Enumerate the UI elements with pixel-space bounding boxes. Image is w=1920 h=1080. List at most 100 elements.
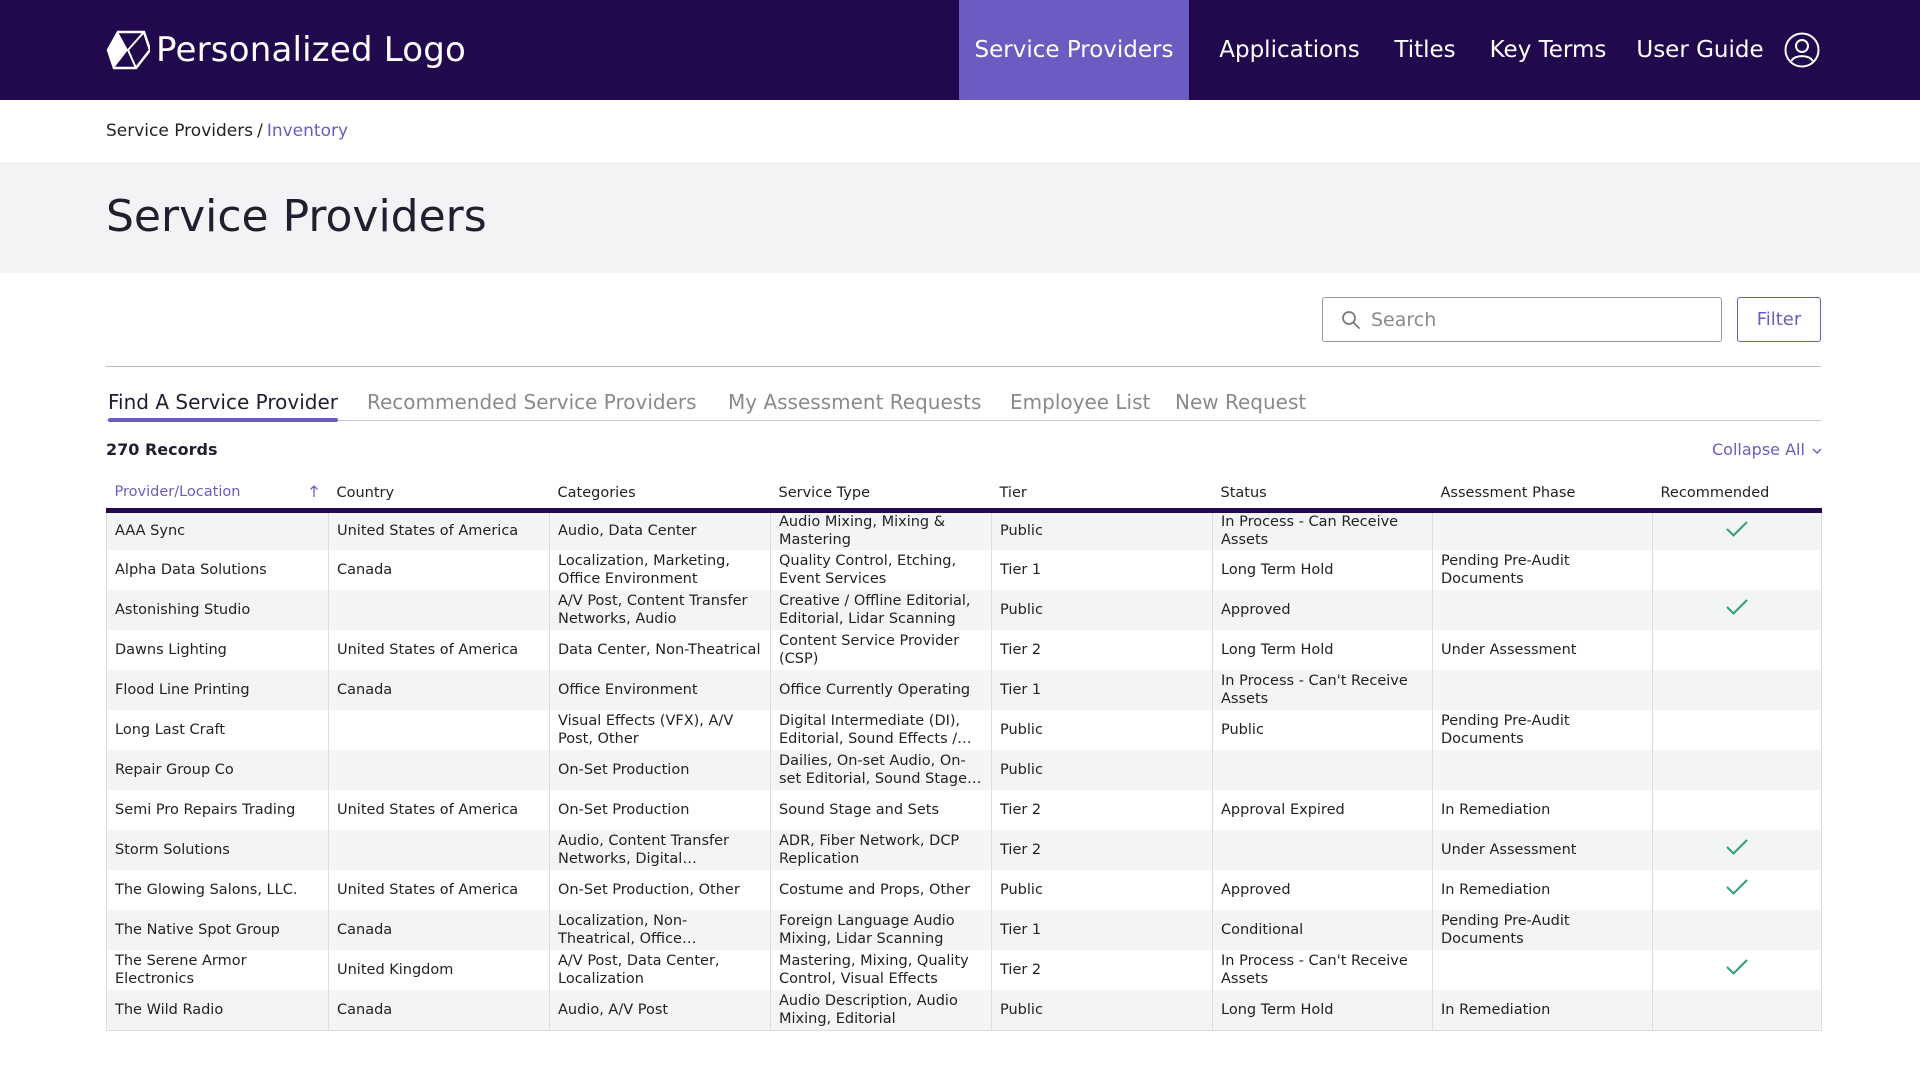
tab-employee-list[interactable]: Employee List (1010, 390, 1151, 414)
status-text: In Process - Can Receive Assets (1221, 514, 1399, 549)
tab-recommended-service-providers[interactable]: Recommended Service Providers (367, 390, 697, 414)
tier-text: Tier 1 (1000, 561, 1042, 578)
service-type-cell: Foreign Language Audio Mixing, Lidar Sca… (770, 910, 992, 950)
provider-cell: Storm Solutions (106, 830, 329, 870)
provider-cell: AAA Sync (106, 510, 329, 550)
user-circle-icon[interactable] (1784, 32, 1820, 68)
tier-text: Public (1000, 881, 1043, 898)
filter-button[interactable]: Filter (1737, 297, 1821, 342)
column-header-service-type[interactable]: Service Type (770, 479, 992, 513)
column-header-provider-label: Provider/Location (114, 484, 241, 501)
table-row[interactable]: Repair Group Co On-Set Production Dailies,… (106, 750, 1822, 790)
table-header-row: Provider/Location Country Categories Ser… (106, 479, 1822, 513)
table-row[interactable]: Semi Pro Repairs Trading United States of… (106, 790, 1822, 830)
nav-service-providers[interactable]: Service Providers (959, 0, 1189, 100)
table-row[interactable]: The Wild Radio Canada Audio, A/V Post Audio… (106, 990, 1822, 1031)
tab-new-request[interactable]: New Request (1175, 390, 1307, 414)
provider-cell: Dawns Lighting (106, 630, 329, 670)
service-type-text: Audio Mixing, Mixing & Mastering (779, 514, 946, 549)
table-row[interactable]: Long Last Craft Visual Effects (VFX), A/V… (106, 710, 1822, 750)
tier-cell: Public (991, 750, 1213, 790)
breadcrumb: Service Providers / Inventory (106, 121, 348, 141)
recommended-cell (1652, 910, 1822, 950)
assessment-phase-text: In Remediation (1441, 801, 1551, 818)
status-cell: In Process - Can Receive Assets (1212, 510, 1433, 550)
assessment-phase-cell (1432, 750, 1653, 790)
table-row[interactable]: The Glowing Salons, LLC. United States of… (106, 870, 1822, 910)
country-cell: Canada (328, 990, 550, 1031)
tier-cell: Tier 2 (991, 790, 1213, 830)
status-cell: Approved (1212, 590, 1433, 630)
collapse-all-button[interactable]: Collapse All (1712, 440, 1822, 459)
sort-ascending-icon[interactable] (309, 484, 319, 502)
service-type-text: Creative / Offline Editorial, Editorial,… (779, 592, 971, 627)
assessment-phase-cell: Under Assessment (1432, 830, 1653, 870)
search-input[interactable] (1371, 308, 1691, 331)
provider-cell: Alpha Data Solutions (106, 550, 329, 590)
checkmark-icon (1726, 879, 1748, 896)
nav-applications[interactable]: Applications (1219, 37, 1360, 63)
tab-bar: Find A Service Provider Recommended Serv… (106, 390, 1821, 422)
country-text: United Kingdom (337, 961, 454, 978)
categories-text: Localization, Non-Theatrical, Office Env… (558, 912, 688, 947)
provider-text: Repair Group Co (115, 761, 234, 778)
nav-user-guide[interactable]: User Guide (1636, 37, 1764, 63)
tier-cell: Public (991, 710, 1213, 750)
categories-text: Audio, Content Transfer Networks, Digita… (558, 832, 730, 867)
breadcrumb-current[interactable]: Inventory (266, 121, 349, 141)
breadcrumb-parent[interactable]: Service Providers (106, 121, 254, 141)
table-row[interactable]: Dawns Lighting United States of America Da… (106, 630, 1822, 670)
provider-text: Storm Solutions (115, 841, 230, 858)
country-cell: Canada (328, 550, 550, 590)
categories-cell: On-Set Production (549, 750, 771, 790)
categories-cell: On-Set Production, Other (549, 870, 771, 910)
provider-cell: Semi Pro Repairs Trading (106, 790, 329, 830)
column-header-tier[interactable]: Tier (991, 479, 1213, 513)
nav-titles[interactable]: Titles (1394, 37, 1456, 63)
provider-cell: Long Last Craft (106, 710, 329, 750)
tier-text: Tier 1 (1000, 681, 1042, 698)
country-cell: United States of America (328, 870, 550, 910)
tab-find-a-service-provider[interactable]: Find A Service Provider (108, 390, 338, 422)
tier-cell: Tier 2 (991, 830, 1213, 870)
page-title: Service Providers (106, 191, 487, 242)
status-cell: In Process - Can't Receive Assets (1212, 950, 1433, 990)
table-row[interactable]: Storm Solutions Audio, Content Transfer N… (106, 830, 1822, 870)
service-type-text: Content Service Provider (CSP) (779, 632, 960, 667)
categories-cell: Office Environment (549, 670, 771, 710)
column-header-categories[interactable]: Categories (549, 479, 771, 513)
categories-text: Visual Effects (VFX), A/V Post, Other (558, 712, 734, 747)
logo[interactable]: Personalized Logo (106, 28, 466, 72)
table-row[interactable]: AAA Sync United States of America Audio, D… (106, 510, 1822, 550)
providers-table: Provider/Location Country Categories Ser… (106, 479, 1822, 1031)
table-row[interactable]: Alpha Data Solutions Canada Localization, … (106, 550, 1822, 590)
column-header-recommended[interactable]: Recommended (1652, 479, 1822, 513)
country-text: United States of America (337, 881, 519, 898)
assessment-phase-text: Pending Pre-Audit Documents (1441, 712, 1570, 747)
tab-my-assessment-requests[interactable]: My Assessment Requests (728, 390, 982, 414)
section-divider (106, 366, 1821, 367)
column-header-status[interactable]: Status (1212, 479, 1433, 513)
tier-cell: Tier 1 (991, 910, 1213, 950)
table-row[interactable]: Flood Line Printing Canada Office Environm… (106, 670, 1822, 710)
tier-text: Tier 1 (1000, 921, 1042, 938)
column-header-country[interactable]: Country (328, 479, 550, 513)
nav-key-terms[interactable]: Key Terms (1489, 37, 1607, 63)
provider-text: Flood Line Printing (115, 681, 250, 698)
assessment-phase-cell (1432, 950, 1653, 990)
tier-text: Tier 2 (1000, 961, 1042, 978)
column-header-assessment-phase[interactable]: Assessment Phase (1432, 479, 1653, 513)
service-type-cell: Audio Description, Audio Mixing, Editori… (770, 990, 992, 1031)
table-row[interactable]: Astonishing Studio A/V Post, Content Tran… (106, 590, 1822, 630)
service-type-cell: Sound Stage and Sets (770, 790, 992, 830)
table-row[interactable]: The Native Spot Group Canada Localization,… (106, 910, 1822, 950)
categories-text: Audio, Data Center (558, 523, 697, 540)
provider-text: Dawns Lighting (115, 641, 227, 658)
service-type-cell: Content Service Provider (CSP) (770, 630, 992, 670)
search-box[interactable] (1322, 297, 1722, 342)
column-header-provider[interactable]: Provider/Location (106, 479, 329, 513)
tier-text: Tier 2 (1000, 841, 1042, 858)
country-cell (328, 750, 550, 790)
categories-cell: Audio, Content Transfer Networks, Digita… (549, 830, 771, 870)
table-row[interactable]: The Serene Armor Electronics United Kingd… (106, 950, 1822, 990)
